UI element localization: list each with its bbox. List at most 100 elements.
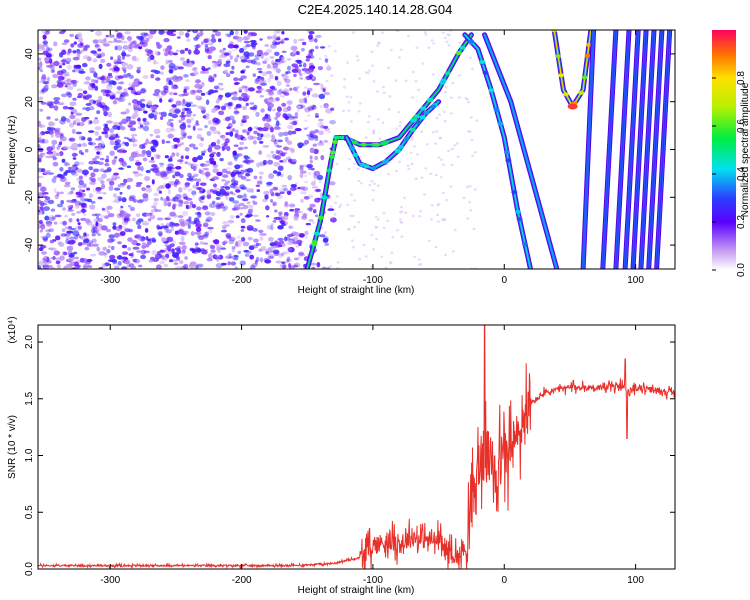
noise-point [320,140,324,144]
noise-point [93,72,98,78]
noise-point [100,58,106,64]
noise-point [259,175,263,180]
track-peak [555,54,562,59]
noise-point [195,231,202,235]
noise-point [308,167,312,171]
noise-point [277,139,283,143]
noise-point [39,229,43,233]
noise-point [192,193,196,198]
noise-point [347,167,351,171]
track-peak [584,53,591,58]
noise-point [38,44,44,50]
noise-point [139,124,144,128]
noise-point [469,209,473,212]
noise-point [374,225,378,229]
noise-point [123,74,130,79]
noise-point [370,233,374,236]
noise-point [91,238,97,243]
track-peak [423,110,430,115]
noise-point [176,36,181,39]
noise-point [212,117,219,123]
noise-point [214,89,219,93]
noise-point [281,102,287,107]
noise-point [292,264,299,268]
noise-point [413,145,416,148]
noise-point [160,116,164,120]
noise-point [395,169,398,173]
noise-point [99,214,106,219]
noise-point [266,181,273,185]
track-peak [468,39,475,44]
noise-point [200,41,204,45]
noise-point [81,136,86,141]
noise-point [97,53,102,59]
noise-point [320,154,325,161]
noise-point [120,205,124,209]
noise-point [263,98,270,104]
noise-point [245,102,249,107]
noise-point [421,62,425,65]
noise-point [38,80,45,83]
noise-point [449,185,453,188]
noise-point [382,212,386,215]
track-peak [410,118,417,123]
noise-point [63,39,70,43]
noise-point [102,108,107,112]
noise-point [271,245,278,249]
noise-point [110,56,114,60]
noise-point [53,97,61,101]
noise-point [346,61,349,64]
noise-point [442,163,445,166]
noise-point [174,108,181,114]
noise-point [221,168,228,174]
noise-point [126,165,132,169]
noise-point [47,265,53,268]
noise-point [296,86,299,89]
noise-point [207,42,214,46]
noise-point [101,39,107,45]
noise-point [99,168,105,173]
snr-y-label: SNR (10 * v/v) [7,415,18,479]
noise-point [85,218,91,224]
noise-point [50,247,57,251]
noise-point [243,146,248,150]
noise-point [57,75,65,81]
noise-point [76,88,84,92]
noise-point [256,49,264,56]
noise-point [248,159,255,163]
noise-point [221,105,226,111]
noise-point [289,121,296,125]
noise-point [50,208,56,212]
noise-point [41,46,45,51]
noise-point [96,151,100,155]
noise-point [175,78,182,82]
noise-point [240,55,246,60]
noise-point [42,50,49,56]
noise-point [318,180,322,184]
noise-point [127,247,132,251]
noise-point [184,220,189,226]
noise-point [173,223,180,227]
noise-point [443,120,447,123]
noise-point [274,116,278,121]
noise-point [55,132,61,138]
noise-point [91,83,96,89]
noise-point [194,241,199,247]
noise-point [60,93,68,98]
noise-point [272,62,278,65]
noise-point [201,249,208,255]
noise-point [223,63,231,68]
noise-point [107,238,114,243]
noise-point [252,140,257,145]
noise-point [178,218,185,224]
noise-point [136,173,143,177]
noise-point [288,203,296,208]
noise-point [399,121,402,124]
noise-point [335,195,339,198]
noise-point [77,222,81,226]
track-core [602,30,617,269]
noise-point [304,180,308,184]
noise-point [101,80,105,84]
noise-point [267,159,273,165]
noise-point [56,264,62,269]
